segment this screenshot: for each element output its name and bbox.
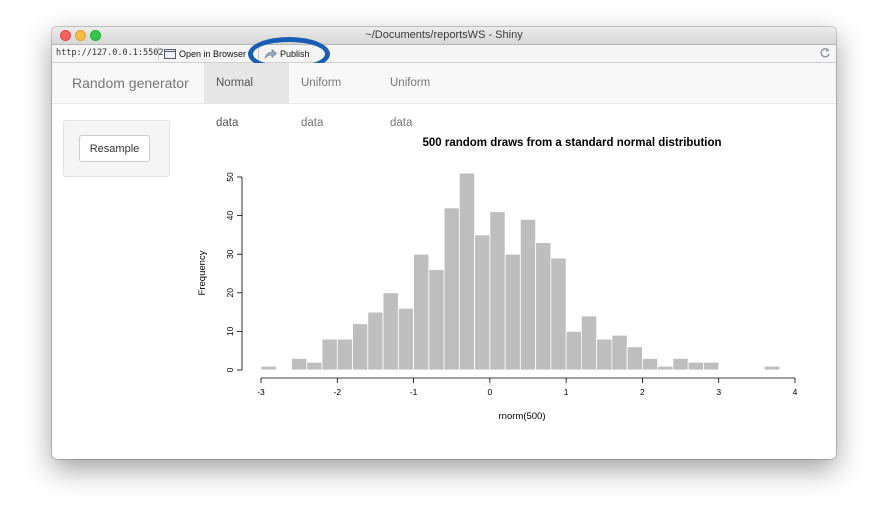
histogram-bar xyxy=(382,292,399,371)
histogram-bar xyxy=(580,315,598,371)
refresh-icon xyxy=(820,48,830,58)
tab-uniform-data-2[interactable]: Uniform data xyxy=(378,63,467,129)
title-bar: ~/Documents/reportsWS - Shiny xyxy=(52,27,836,45)
x-tick-label: 3 xyxy=(716,387,721,397)
navbar: Random generator Normal data Uniform dat… xyxy=(52,63,836,129)
x-tick-label: -2 xyxy=(334,387,342,397)
histogram-bar xyxy=(489,211,506,371)
x-tick-label: 2 xyxy=(640,387,645,397)
histogram-bar xyxy=(291,358,308,371)
histogram-bar xyxy=(611,334,628,371)
viewer-toolbar: http://127.0.0.1:5502 Open in Browser Pu… xyxy=(52,45,836,63)
histogram-bar xyxy=(474,234,491,371)
tab-uniform-data[interactable]: Uniform data xyxy=(289,63,378,129)
x-tick-label: -1 xyxy=(410,387,418,397)
browser-icon xyxy=(164,48,176,59)
histogram-bar xyxy=(397,307,414,371)
x-tick-label: -3 xyxy=(257,387,265,397)
refresh-button[interactable] xyxy=(819,47,831,61)
histogram-plot: 500 random draws from a standard normal … xyxy=(197,137,798,422)
sidebar-panel: Resample xyxy=(63,120,170,177)
histogram-bar xyxy=(764,365,781,371)
histogram-bar xyxy=(550,257,567,371)
histogram-bar xyxy=(321,338,338,371)
minimize-window-button[interactable] xyxy=(75,30,86,41)
histogram-bar xyxy=(596,338,613,371)
zoom-window-button[interactable] xyxy=(90,30,101,41)
histogram-bar xyxy=(367,311,384,371)
axes-group: 0 10 20 30 40 50 -3 -2 -1 0 1 2 3 4 xyxy=(225,172,798,397)
chart-title: 500 random draws from a standard normal … xyxy=(422,137,721,149)
tab-label: Normal data xyxy=(216,77,254,129)
y-tick-label: 40 xyxy=(225,211,235,221)
histogram-bar xyxy=(306,361,323,371)
y-tick-label: 50 xyxy=(225,172,235,182)
tab-label: Uniform data xyxy=(390,77,431,129)
histogram-bar xyxy=(504,253,521,371)
histogram-bar xyxy=(703,361,720,371)
resample-button[interactable]: Resample xyxy=(79,135,150,162)
histogram-bar xyxy=(413,253,430,371)
histogram-bar xyxy=(519,219,537,371)
navbar-brand: Random generator xyxy=(72,75,189,91)
y-tick-label: 0 xyxy=(225,367,235,372)
histogram-bar xyxy=(260,365,277,371)
window-title: ~/Documents/reportsWS - Shiny xyxy=(365,29,523,41)
histogram-bar xyxy=(336,338,353,371)
y-tick-label: 30 xyxy=(225,249,235,259)
url-text: http://127.0.0.1:5502 xyxy=(56,48,164,58)
histogram-bar xyxy=(657,365,674,371)
histogram-bar xyxy=(626,346,643,371)
y-axis-label: Frequency xyxy=(197,250,208,295)
histogram-bar xyxy=(458,172,476,371)
y-tick-label: 10 xyxy=(225,326,235,336)
x-tick-label: 0 xyxy=(487,387,492,397)
histogram-bar xyxy=(565,330,582,371)
bars-group xyxy=(260,172,781,371)
y-tick-label: 20 xyxy=(225,288,235,298)
open-in-browser-button[interactable]: Open in Browser xyxy=(164,47,246,60)
histogram-bar xyxy=(672,358,689,371)
app-window: ~/Documents/reportsWS - Shiny http://127… xyxy=(52,27,836,459)
histogram-bar xyxy=(642,358,659,371)
tab-normal-data[interactable]: Normal data xyxy=(204,63,289,129)
histogram-bar xyxy=(535,242,552,371)
tab-label: Uniform data xyxy=(301,77,342,129)
close-window-button[interactable] xyxy=(60,30,71,41)
histogram-bar xyxy=(687,361,704,371)
toolbar-separator xyxy=(158,47,159,60)
histogram-bar xyxy=(428,269,445,371)
histogram-bar xyxy=(443,207,460,371)
histogram-bar xyxy=(352,323,369,371)
x-tick-label: 1 xyxy=(564,387,569,397)
x-axis-label: rnorm(500) xyxy=(499,411,546,422)
x-tick-label: 4 xyxy=(793,387,798,397)
open-in-browser-label: Open in Browser xyxy=(179,48,247,59)
